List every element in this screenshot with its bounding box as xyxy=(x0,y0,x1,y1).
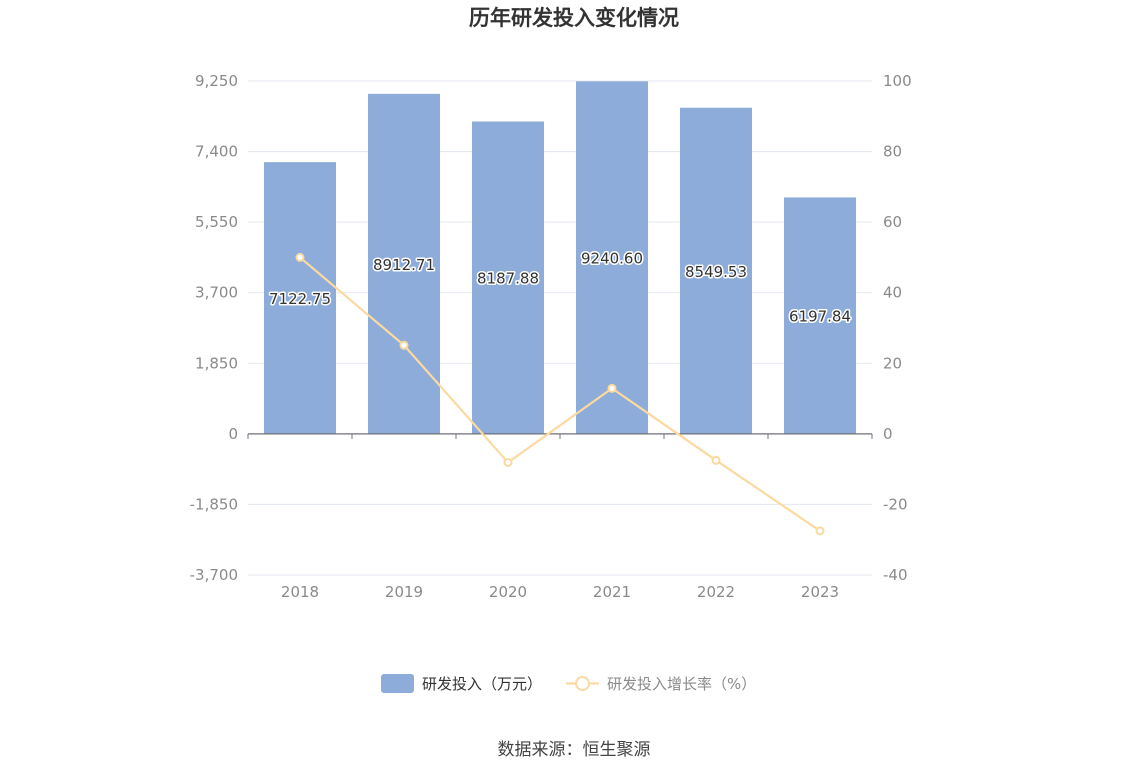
growth-point-2021[interactable] xyxy=(607,383,617,393)
growth-point-2022[interactable] xyxy=(711,455,721,465)
data-labels: 7122.75 8912.71 8187.88 9240.60 8549.53 6197.… xyxy=(267,248,852,327)
growth-point-2023[interactable] xyxy=(815,526,825,536)
y-right-tick-label: 80 xyxy=(883,143,902,161)
y-left-tick-label: 0 xyxy=(228,425,238,443)
chart-title: 历年研发投入变化情况 xyxy=(469,6,679,30)
bar-value-label: 8549.53 xyxy=(685,263,747,281)
y-right-tick-label: 20 xyxy=(883,354,902,372)
bar-value-label: 6197.84 xyxy=(789,308,851,326)
growth-line xyxy=(299,256,821,532)
x-tick-label: 2022 xyxy=(697,583,735,601)
x-tick-label: 2021 xyxy=(593,583,631,601)
y-left-tick-label: 9,250 xyxy=(195,72,238,90)
bar-2021[interactable] xyxy=(576,81,648,434)
bar-value-label: 7122.75 xyxy=(269,290,331,308)
grid-lines xyxy=(248,80,872,576)
axes: 9,250 7,400 5,550 3,700 1,850 0 -1,850 -3,700 10… xyxy=(190,72,912,601)
y-left-tick-label: 7,400 xyxy=(195,143,238,161)
bar-2019[interactable] xyxy=(368,93,440,434)
x-tick-label: 2023 xyxy=(801,583,839,601)
legend-label: 研发投入增长率（%） xyxy=(607,675,756,693)
y-right-tick-label: 60 xyxy=(883,213,902,231)
x-tick-label: 2019 xyxy=(385,583,423,601)
legend-swatch-marker xyxy=(575,676,590,691)
y-left-tick-label: 5,550 xyxy=(195,213,238,231)
line-series xyxy=(295,252,825,536)
bar-2022[interactable] xyxy=(680,107,752,434)
y-left-tick-label: 3,700 xyxy=(195,284,238,302)
bar-series xyxy=(264,81,856,434)
growth-point-2018[interactable] xyxy=(295,252,305,262)
bar-value-label: 8912.71 xyxy=(373,256,435,274)
bar-2023[interactable] xyxy=(784,197,856,434)
y-right-tick-label: 100 xyxy=(883,72,912,90)
legend-label: 研发投入（万元） xyxy=(422,675,542,693)
y-right-tick-label: -20 xyxy=(883,495,908,513)
legend-item-growth-rate[interactable]: 研发投入增长率（%） xyxy=(566,675,756,693)
x-tick-label: 2020 xyxy=(489,583,527,601)
bar-2020[interactable] xyxy=(472,121,544,434)
y-right-tick-label: 0 xyxy=(883,425,893,443)
legend[interactable]: 研发投入（万元） 研发投入增长率（%） xyxy=(381,674,756,693)
growth-point-2020[interactable] xyxy=(503,457,513,467)
source-text: 数据来源：恒生聚源 xyxy=(498,740,651,760)
y-left-tick-label: -1,850 xyxy=(190,495,238,513)
y-left-tick-label: 1,850 xyxy=(195,354,238,372)
growth-point-2019[interactable] xyxy=(399,340,409,350)
legend-swatch-bar xyxy=(381,674,414,693)
y-left-tick-label: -3,700 xyxy=(190,566,238,584)
bar-value-label: 8187.88 xyxy=(477,270,539,288)
y-right-tick-label: 40 xyxy=(883,284,902,302)
y-right-tick-label: -40 xyxy=(883,566,908,584)
bar-2018[interactable] xyxy=(264,162,336,434)
bar-value-label: 9240.60 xyxy=(581,250,643,268)
x-tick-label: 2018 xyxy=(281,583,319,601)
legend-item-rd-spend[interactable]: 研发投入（万元） xyxy=(381,674,542,693)
